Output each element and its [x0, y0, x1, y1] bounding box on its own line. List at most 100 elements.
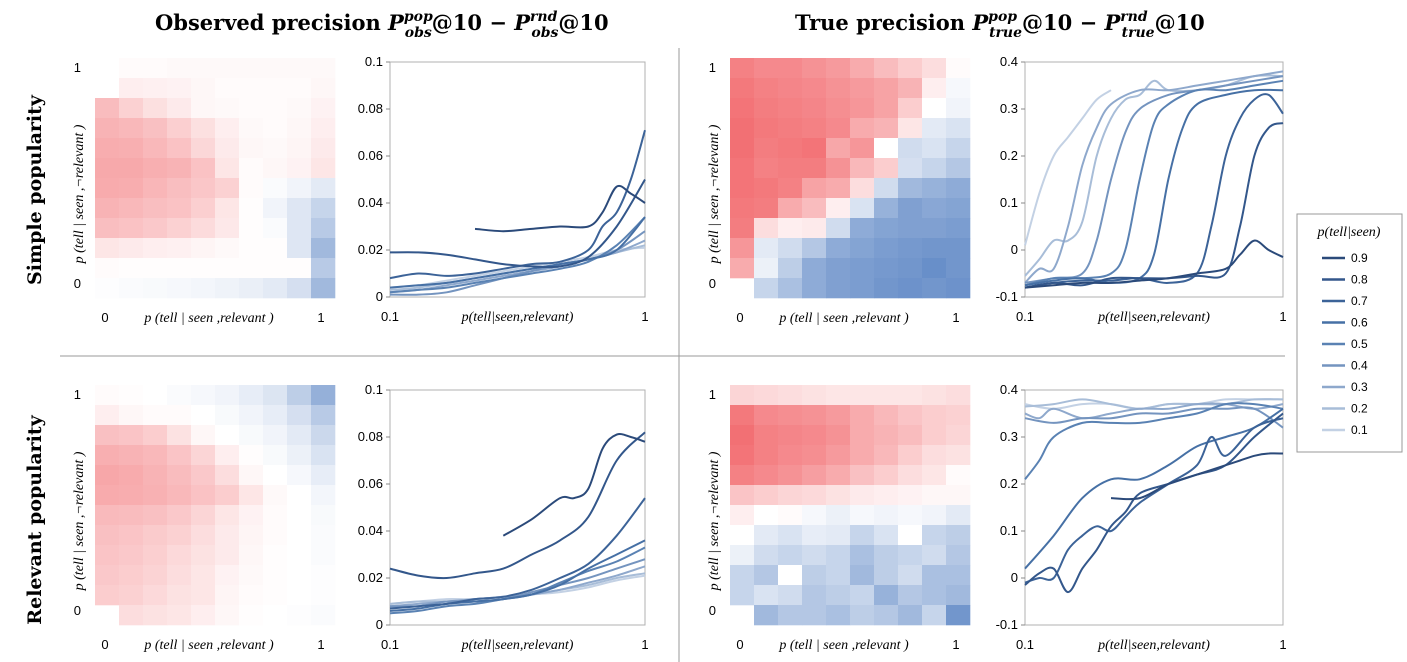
heatmap-cell [730, 178, 755, 199]
heatmap-cell [802, 385, 827, 406]
heatmap-cell [946, 465, 971, 486]
heatmap-cell [191, 425, 216, 446]
y-tick-label: 0.06 [358, 476, 383, 491]
heatmap-cell [143, 278, 168, 299]
heatmap-cell [215, 98, 240, 119]
heatmap-cell [874, 238, 899, 259]
heatmap-cell [287, 98, 312, 119]
heatmap-cell [826, 525, 851, 546]
heatmap-cell [850, 138, 875, 159]
heatmap-y-tick: 1 [74, 60, 81, 75]
heatmap-cell [778, 445, 803, 466]
heatmap-cell [311, 465, 336, 486]
heatmap-cell [850, 98, 875, 119]
heatmap-cell [95, 118, 120, 139]
heatmap-cell [263, 445, 288, 466]
heatmap-cell [778, 238, 803, 259]
heatmap-cell [778, 118, 803, 139]
heatmap-cell [119, 58, 144, 79]
heatmap-cell [311, 78, 336, 99]
heatmap-cell [143, 485, 168, 506]
heatmap-cell [730, 565, 755, 586]
heatmap-cell [754, 98, 779, 119]
heatmap-cell [191, 258, 216, 279]
heatmap-cell [95, 138, 120, 159]
heatmap-cell [898, 405, 923, 426]
heatmap-cell [263, 198, 288, 219]
heatmap-cell [287, 158, 312, 179]
y-tick-label: 0.1 [365, 54, 383, 69]
heatmap-cell [754, 138, 779, 159]
heatmap-cell [143, 585, 168, 606]
heatmap-cell [119, 385, 144, 406]
heatmap-cell [95, 238, 120, 259]
heatmap-cell [946, 485, 971, 506]
heatmap-cell [874, 198, 899, 219]
heatmap-cell [826, 98, 851, 119]
heatmap-cell [850, 238, 875, 259]
heatmap-cell [287, 565, 312, 586]
series-line-0.9 [1024, 239, 1284, 289]
heatmap-cell [946, 405, 971, 426]
heatmap-x-tick: 1 [317, 637, 324, 652]
heatmap-cell [239, 445, 264, 466]
heatmap-cell [167, 505, 192, 526]
heatmap-cell [287, 405, 312, 426]
heatmap-cell [311, 58, 336, 79]
heatmap-cell [239, 585, 264, 606]
heatmap-cell [922, 485, 947, 506]
heatmap-cell [263, 405, 288, 426]
heatmap-cell [95, 98, 120, 119]
y-tick-label: 0.06 [358, 148, 383, 163]
heatmap-cell [922, 218, 947, 239]
legend-label: 0.5 [1351, 337, 1368, 351]
heatmap-cell [311, 525, 336, 546]
heatmap-cell [119, 425, 144, 446]
heatmap-cell [754, 505, 779, 526]
heatmap-cell [143, 385, 168, 406]
heatmap-cell [143, 58, 168, 79]
heatmap-cell [898, 98, 923, 119]
heatmap-cell [946, 278, 971, 299]
heatmap-cell [730, 138, 755, 159]
heatmap-cell [119, 98, 144, 119]
heatmap-cell [874, 118, 899, 139]
heatmap-cell [898, 585, 923, 606]
heatmap-cell [287, 58, 312, 79]
heatmap-cell [898, 445, 923, 466]
heatmap-cell [826, 605, 851, 626]
heatmap-cell [239, 198, 264, 219]
series-line-0.9 [1110, 452, 1284, 501]
heatmap-cell [191, 238, 216, 259]
heatmap-cell [311, 118, 336, 139]
legend-label: 0.4 [1351, 359, 1368, 373]
heatmap-cell [922, 605, 947, 626]
heatmap-cell [730, 405, 755, 426]
heatmap-cell [191, 385, 216, 406]
heatmap-cell [215, 278, 240, 299]
heatmap-cell [778, 98, 803, 119]
heatmap-cell [898, 178, 923, 199]
heatmap-cell [263, 605, 288, 626]
heatmap-cell [215, 425, 240, 446]
heatmap-cell [922, 425, 947, 446]
heatmap-cell [143, 465, 168, 486]
heatmap-cell [311, 505, 336, 526]
heatmap-cell [874, 565, 899, 586]
heatmap-cell [802, 238, 827, 259]
heatmap-cell [119, 585, 144, 606]
heatmap-cell [898, 485, 923, 506]
heatmap-cell [95, 485, 120, 506]
heatmap-cell [167, 465, 192, 486]
y-tick-label: 0.04 [358, 195, 383, 210]
legend-label: 0.7 [1351, 294, 1368, 308]
heatmap-cell [922, 238, 947, 259]
heatmap-cell [167, 485, 192, 506]
heatmap-cell [946, 385, 971, 406]
heatmap-cell [922, 178, 947, 199]
heatmap-cell [143, 565, 168, 586]
heatmap-cell [898, 425, 923, 446]
heatmap-cell [311, 385, 336, 406]
y-tick-label: 0.2 [1000, 148, 1018, 163]
